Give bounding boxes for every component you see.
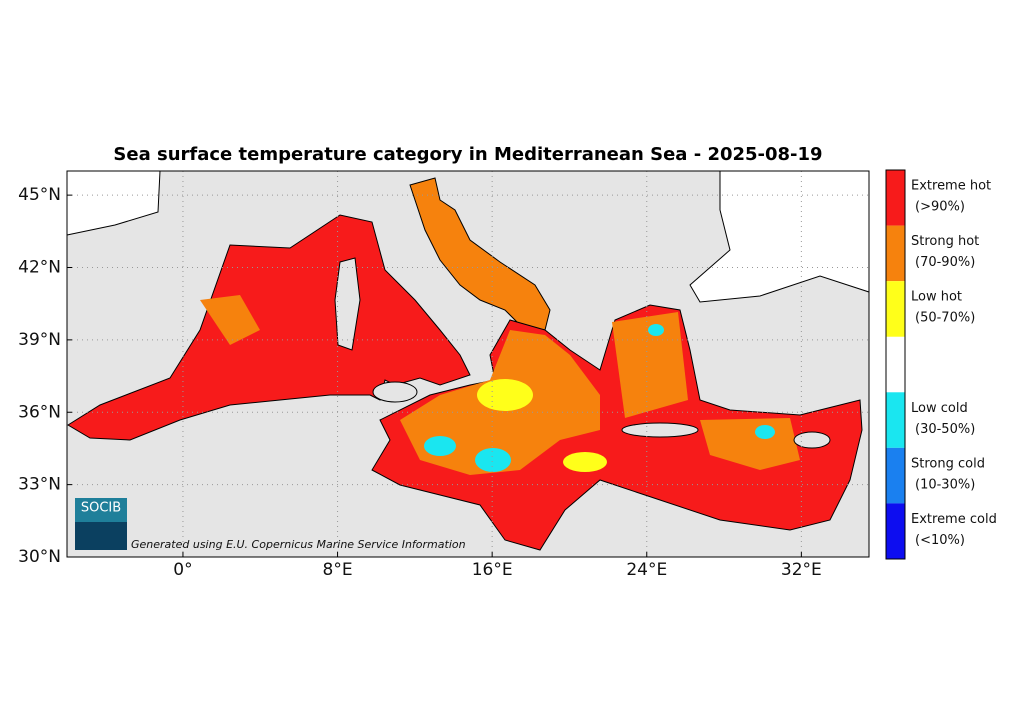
legend-swatch bbox=[886, 170, 905, 226]
eastern-basin bbox=[371, 304, 863, 551]
x-tick-label: 32°E bbox=[781, 560, 822, 580]
legend-swatch bbox=[886, 281, 905, 337]
island bbox=[793, 431, 831, 449]
map-frame bbox=[66, 170, 870, 558]
legend-range: (>90%) bbox=[915, 200, 965, 215]
legend-label: Low hot bbox=[911, 290, 962, 305]
legend-range: (<10%) bbox=[915, 533, 965, 548]
cold-patch bbox=[475, 448, 511, 472]
legend-label: Strong cold bbox=[911, 456, 985, 471]
western-basin bbox=[67, 214, 471, 441]
logo-band bbox=[75, 522, 127, 550]
x-tick-label: 0° bbox=[173, 560, 192, 580]
map-area: SOCIB Generated using E.U. Copernicus Ma… bbox=[66, 170, 870, 558]
y-tick-label: 39°N bbox=[18, 330, 61, 350]
colorbar-frame bbox=[885, 169, 906, 560]
x-tick-label: 24°E bbox=[626, 560, 667, 580]
legend-swatch bbox=[886, 503, 905, 559]
y-tick-label: 33°N bbox=[18, 475, 61, 495]
legend-label: Extreme hot bbox=[911, 179, 991, 194]
y-tick-label: 30°N bbox=[18, 547, 61, 567]
legend-swatch bbox=[886, 392, 905, 448]
logo-text: SOCIB bbox=[81, 501, 121, 516]
warm-patch bbox=[477, 379, 533, 411]
cold-patch bbox=[424, 436, 456, 456]
map-title: Sea surface temperature category in Medi… bbox=[113, 144, 822, 165]
legend-label: Low cold bbox=[911, 401, 968, 416]
cold-patch bbox=[648, 324, 664, 336]
adriatic bbox=[409, 177, 551, 331]
legend-label: Strong hot bbox=[911, 234, 979, 249]
legend-swatch bbox=[886, 225, 905, 282]
legend-range: (30-50%) bbox=[915, 422, 975, 437]
x-tick-label: 8°E bbox=[323, 560, 353, 580]
y-tick-label: 36°N bbox=[18, 402, 61, 422]
cold-patch bbox=[755, 425, 775, 439]
legend-range: (10-30%) bbox=[915, 477, 975, 492]
legend-range: (70-90%) bbox=[915, 255, 975, 270]
legend-label: Extreme cold bbox=[911, 512, 997, 527]
island bbox=[621, 422, 699, 438]
island bbox=[334, 257, 361, 351]
island bbox=[372, 381, 418, 403]
y-tick-label: 45°N bbox=[18, 185, 61, 205]
levant-area bbox=[700, 418, 800, 470]
aegean-area bbox=[612, 312, 688, 418]
annotation: Generated using E.U. Copernicus Marine S… bbox=[131, 538, 466, 551]
colorbar-gap bbox=[886, 337, 905, 393]
legend-range: (50-70%) bbox=[915, 311, 975, 326]
x-tick-label: 16°E bbox=[472, 560, 513, 580]
y-tick-label: 42°N bbox=[18, 258, 61, 278]
warm-patch bbox=[563, 452, 607, 472]
legend-swatch bbox=[886, 447, 905, 504]
logo: SOCIB bbox=[75, 498, 127, 550]
balearic-area bbox=[200, 295, 260, 345]
